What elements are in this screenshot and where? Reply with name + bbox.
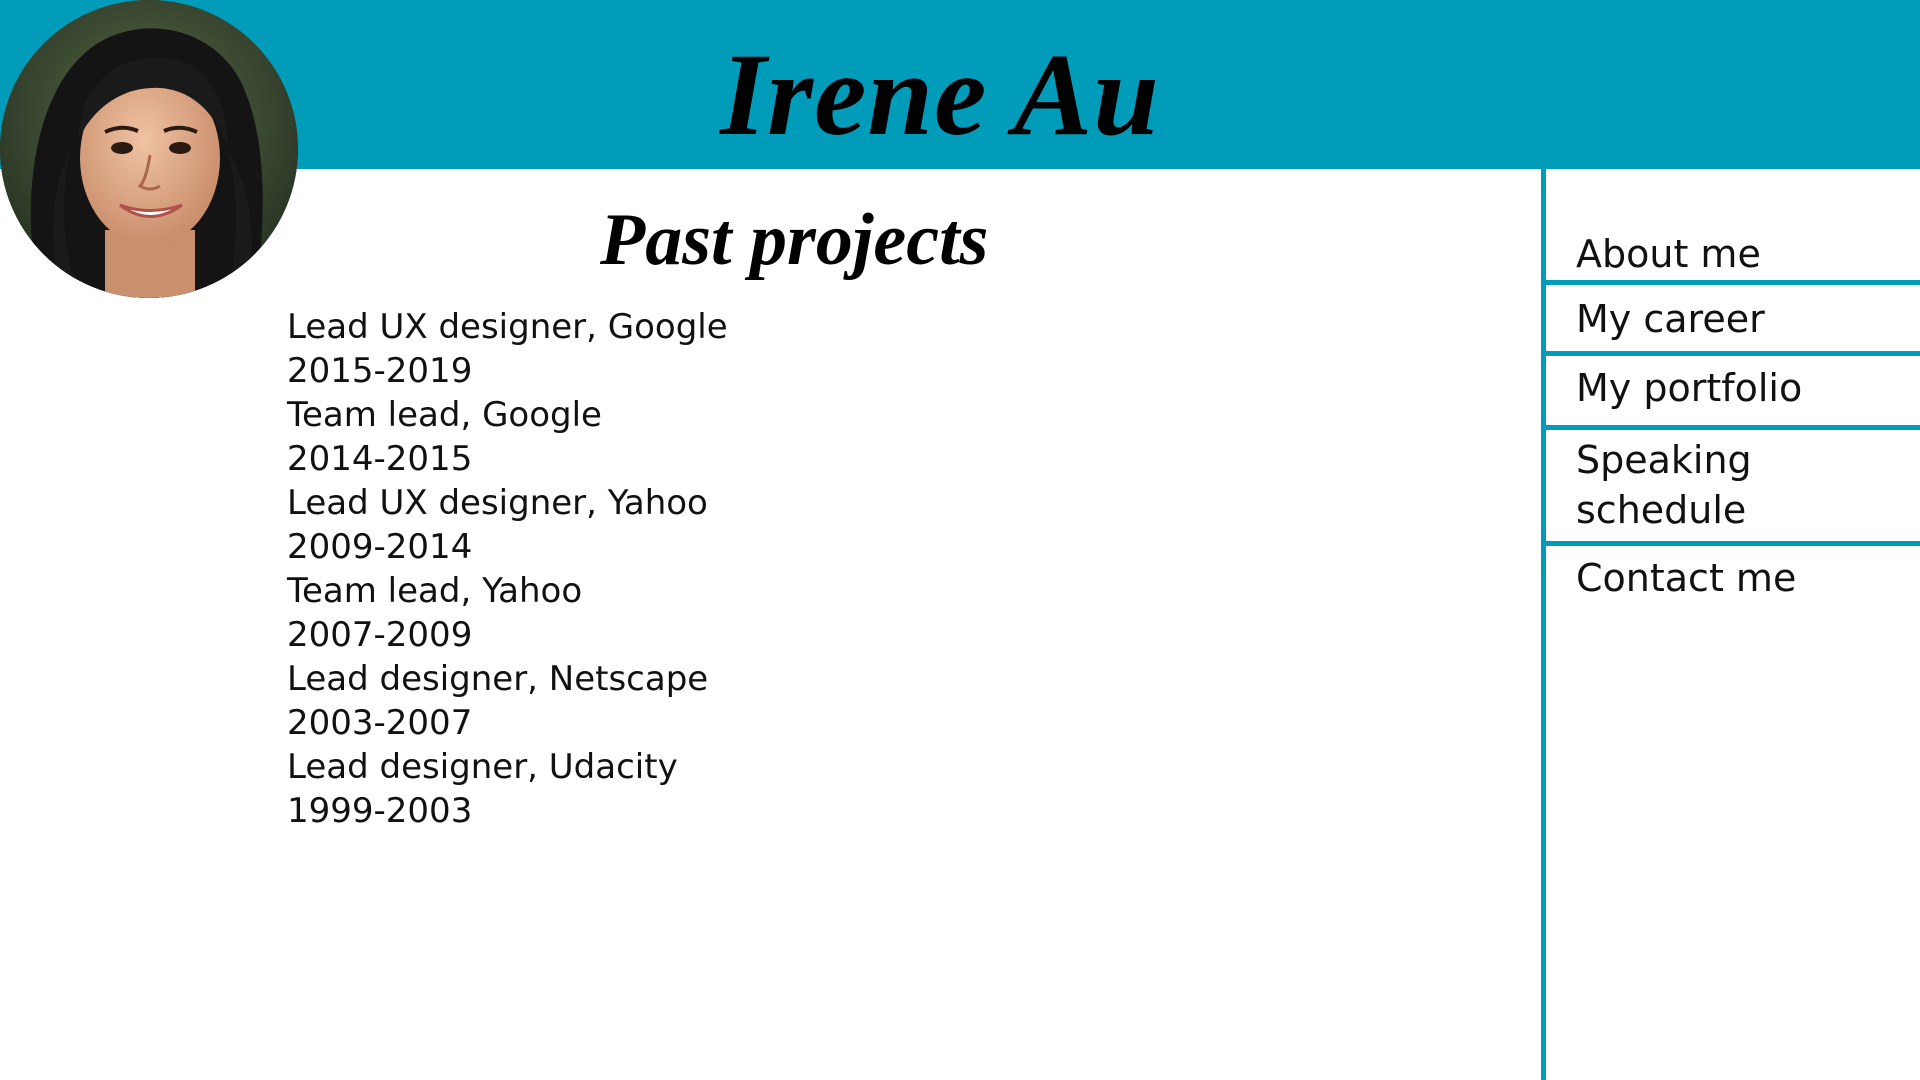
project-role: Lead UX designer, Google xyxy=(287,307,728,347)
nav-divider xyxy=(1546,351,1920,356)
project-role: Team lead, Google xyxy=(287,395,602,435)
nav-divider xyxy=(1546,425,1920,430)
site-header: Irene Au xyxy=(0,0,1920,169)
nav-item-label: My career xyxy=(1576,297,1765,341)
nav-item-label: Contact me xyxy=(1576,556,1797,600)
project-role: Lead designer, Udacity xyxy=(287,747,678,787)
nav-item-my-portfolio[interactable]: My portfolio xyxy=(1546,363,1920,413)
list-item: Lead UX designer, Google 2015-2019 xyxy=(287,305,1187,393)
list-item: Lead UX designer, Yahoo 2009-2014 xyxy=(287,481,1187,569)
project-years: 2009-2014 xyxy=(287,527,473,567)
project-role: Team lead, Yahoo xyxy=(287,571,583,611)
site-title: Irene Au xyxy=(720,29,1160,160)
nav-item-contact-me[interactable]: Contact me xyxy=(1546,553,1920,603)
project-role: Lead UX designer, Yahoo xyxy=(287,483,708,523)
nav-item-label: My portfolio xyxy=(1576,366,1803,410)
project-years: 2014-2015 xyxy=(287,439,473,479)
list-item: Lead designer, Netscape 2003-2007 xyxy=(287,657,1187,745)
avatar xyxy=(0,0,298,298)
project-years: 2015-2019 xyxy=(287,351,473,391)
nav-item-label: Speaking schedule xyxy=(1576,438,1752,532)
project-years: 2007-2009 xyxy=(287,615,473,655)
nav-divider xyxy=(1546,541,1920,546)
list-item: Lead designer, Udacity 1999-2003 xyxy=(287,745,1187,833)
nav-item-my-career[interactable]: My career xyxy=(1546,294,1920,344)
project-years: 1999-2003 xyxy=(287,791,473,831)
list-item: Team lead, Google 2014-2015 xyxy=(287,393,1187,481)
nav-item-speaking-schedule[interactable]: Speaking schedule xyxy=(1546,435,1806,535)
section-title: Past projects xyxy=(600,199,989,281)
nav-rail xyxy=(1541,169,1546,1080)
project-years: 2003-2007 xyxy=(287,703,473,743)
nav-item-label: About me xyxy=(1576,232,1761,276)
list-item: Team lead, Yahoo 2007-2009 xyxy=(287,569,1187,657)
project-role: Lead designer, Netscape xyxy=(287,659,709,699)
projects-list: Lead UX designer, Google 2015-2019 Team … xyxy=(287,305,1187,833)
nav-item-about-me[interactable]: About me xyxy=(1546,229,1920,279)
profile-photo-icon xyxy=(0,0,298,298)
nav-divider xyxy=(1546,280,1920,285)
